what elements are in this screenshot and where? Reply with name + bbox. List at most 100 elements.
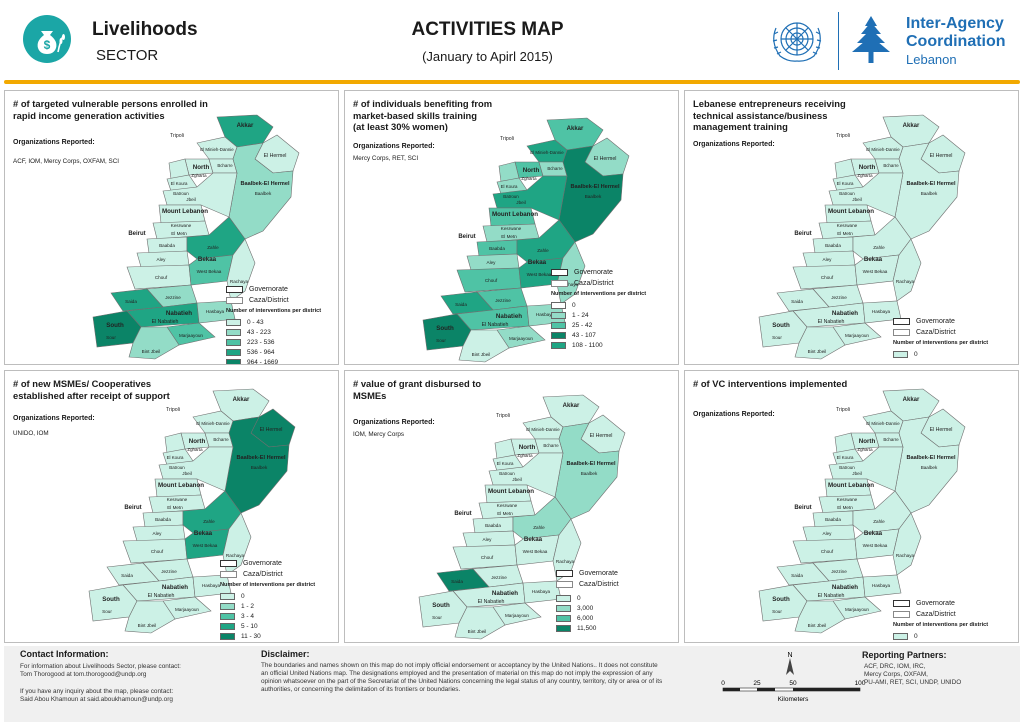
map-label-nabatieh-gov: Nabatieh	[166, 310, 192, 317]
map-label-beirut: Beirut	[794, 231, 811, 237]
map-label-aley: Aley	[157, 257, 167, 262]
legend-caza: Caza/District	[226, 295, 321, 306]
map-label-west-bekaa: West Bekaa	[523, 549, 548, 554]
map-label-saida: Saida	[791, 573, 803, 578]
map-label-bekaa: Bekaa	[194, 530, 213, 537]
map-legend: Governorate Caza/District 0 3,000 6,000 11,…	[556, 568, 619, 633]
map-label-west-bekaa: West Bekaa	[863, 543, 888, 548]
legend-item: 536 - 964	[226, 347, 321, 357]
panel-title-line2: established after receipt of support	[13, 389, 170, 401]
map-label-rachaya: Rachaya	[896, 553, 915, 558]
map-label-aley: Aley	[483, 537, 493, 542]
disclaimer-heading: Disclaimer:	[261, 649, 310, 659]
map-label-baalbek: Baalbek	[251, 465, 268, 470]
legend-item: 0	[556, 593, 619, 603]
legend-item: 0	[893, 349, 988, 359]
contact-line1: For information about Livelihoods Sector…	[20, 663, 181, 670]
panel-title-line1: # of individuals benefiting from	[353, 98, 493, 109]
panel-title-line2: rapid income generation activities	[13, 109, 165, 121]
map-label-hasbaya: Hasbaya	[202, 583, 221, 588]
panel-title: # of new MSMEs/ Cooperatives established…	[13, 378, 170, 401]
map-label-el-metn: El Metn	[837, 505, 853, 510]
map-label-rachaya: Rachaya	[560, 282, 579, 287]
district-bintjbeil	[794, 326, 846, 360]
map-label-el-koura: El Koura	[501, 184, 518, 189]
map-label-batroun: Batroun	[499, 471, 515, 476]
legend-item: 108 - 1100	[551, 340, 646, 350]
district-baalbek	[894, 142, 960, 240]
district-bintjbeil	[128, 326, 180, 360]
legend-item: 0	[893, 631, 988, 641]
governorate-swatch	[551, 269, 568, 276]
map-label-nabatieh: El Nabatieh	[818, 319, 845, 325]
panel-title-line1: # of new MSMEs/ Cooperatives	[13, 378, 152, 389]
map-label-marjaayoun: Marjaayoun	[505, 613, 529, 618]
map-label-jbeil: Jbeil	[182, 471, 191, 476]
map-label-tripoli: Tripoli	[496, 413, 510, 419]
map-label-el-koura: El Koura	[497, 461, 514, 466]
lebanon-district-map: Akkar Tripoli El Hermel El Minieh-Dannie Nor…	[92, 114, 300, 360]
un-emblem-logo	[762, 14, 832, 66]
map-label-zgharta: Zgharta	[517, 453, 533, 458]
map-panel-3: Lebanese entrepreneurs receiving technic…	[684, 90, 1019, 365]
map-label-el-metn: El Metn	[167, 505, 183, 510]
map-label-el-hermel: El Hermel	[930, 427, 953, 433]
map-label-el-koura: El Koura	[837, 455, 854, 460]
map-label-kesrwane: Kesrwane	[171, 223, 192, 228]
governorate-swatch	[556, 570, 573, 577]
district-bintjbeil	[124, 600, 176, 634]
district-baalbek	[558, 145, 624, 243]
scale-unit: Kilometers	[778, 696, 809, 703]
partners-line3: PU-AMI, RET, SCI, UNDP, UNIDO	[864, 679, 962, 686]
map-label-beirut: Beirut	[124, 505, 141, 511]
legend-items: 0	[893, 349, 988, 359]
legend-item: 0	[220, 591, 315, 601]
map-label-bcharre: Bcharre	[883, 437, 899, 442]
map-label-bint-jbeil: Bint Jbeil	[808, 623, 827, 628]
caza-swatch	[220, 571, 237, 578]
legend-swatch	[220, 612, 235, 620]
map-label-aley: Aley	[823, 257, 833, 262]
map-label-baalbek-el-hermel: Baalbek-El Hermel	[240, 181, 290, 187]
money-bag-wheat-icon: $	[22, 14, 72, 64]
map-label-batroun: Batroun	[839, 191, 855, 196]
map-label-el-metn: El Metn	[497, 511, 513, 516]
legend-label: 43 - 107	[572, 331, 596, 339]
legend-label: 223 - 536	[247, 338, 275, 346]
legend-label: 11,500	[577, 624, 597, 632]
legend-item: 1 - 2	[220, 601, 315, 611]
map-label-north: North	[859, 438, 876, 445]
map-label-baabda: Baabda	[489, 246, 505, 251]
legend-swatch	[893, 350, 908, 358]
map-label-aley: Aley	[823, 531, 833, 536]
logo-divider	[838, 12, 839, 70]
legend-swatch	[551, 341, 566, 349]
map-label-bekaa: Bekaa	[528, 259, 547, 266]
map-label-zgharta: Zgharta	[521, 176, 537, 181]
map-label-marjaayoun: Marjaayoun	[179, 333, 203, 338]
map-label-jbeil: Jbeil	[186, 197, 195, 202]
legend-swatch	[551, 321, 566, 329]
map-label-aley: Aley	[487, 260, 497, 265]
map-label-marjaayoun: Marjaayoun	[509, 336, 533, 341]
map-label-zgharta: Zgharta	[187, 447, 203, 452]
map-legend: Governorate Caza/District Number of inte…	[893, 598, 988, 641]
organizations-label: Organizations Reported:	[13, 415, 95, 422]
map-label-kesrwane: Kesrwane	[167, 497, 188, 502]
map-label-marjaayoun: Marjaayoun	[845, 333, 869, 338]
map-label-jezzine: Jezzine	[491, 575, 507, 580]
map-label-sour: Sour	[106, 335, 116, 340]
map-label-hasbaya: Hasbaya	[206, 309, 225, 314]
map-label-chouf: Chouf	[151, 549, 164, 554]
map-label-tripoli: Tripoli	[836, 133, 850, 139]
district-bintjbeil	[458, 329, 510, 363]
legend-swatch	[220, 622, 235, 630]
map-label-mount-lebanon: Mount Lebanon	[158, 482, 204, 489]
contact-heading: Contact Information:	[20, 649, 109, 659]
map-label-chouf: Chouf	[155, 275, 168, 280]
map-label-north: North	[859, 164, 876, 171]
legend-title: Number of interventions per district	[551, 291, 647, 297]
map-label-north: North	[189, 438, 206, 445]
map-label-mount-lebanon: Mount Lebanon	[488, 488, 534, 495]
map-label-beirut: Beirut	[454, 511, 471, 517]
